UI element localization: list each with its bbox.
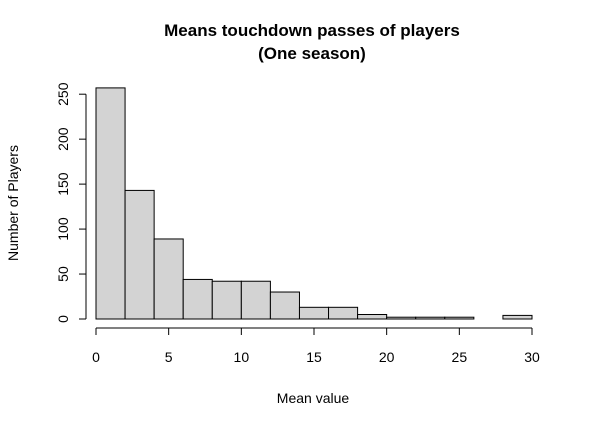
histogram-bar [357,314,388,320]
histogram-bar [211,280,242,320]
x-tick-label: 0 [92,349,100,365]
histogram-bar [386,316,417,320]
histogram-bar [182,278,213,320]
y-tick-label: 200 [55,127,71,151]
y-tick-label: 50 [55,266,71,282]
y-tick-label: 250 [55,82,71,106]
x-axis: 0 5 10 15 20 25 30 [92,327,540,365]
histogram-bar [444,316,475,320]
histogram-bar [269,291,300,320]
histogram-bar [153,238,184,320]
x-axis-label: Mean value [277,390,350,406]
y-axis: 0 50 100 150 200 250 [55,82,87,323]
x-tick-label: 20 [379,349,395,365]
histogram-bar [328,306,359,320]
histogram-bar [415,316,446,320]
chart-title-line2: (One season) [258,44,366,63]
y-tick-label: 0 [55,315,71,323]
histogram-bar [240,280,271,320]
x-tick-label: 15 [306,349,322,365]
y-tick-label: 100 [55,217,71,241]
chart-title-line1: Means touchdown passes of players [164,21,460,40]
histogram-bar [124,189,155,320]
y-axis-label: Number of Players [5,145,21,261]
histogram-bar [502,314,533,320]
histogram-bar [95,87,126,320]
x-tick-label: 30 [524,349,540,365]
x-tick-label: 10 [234,349,250,365]
x-tick-label: 25 [452,349,468,365]
bars-group [95,87,533,320]
y-tick-label: 150 [55,172,71,196]
x-tick-label: 5 [165,349,173,365]
histogram-bar [298,306,330,320]
